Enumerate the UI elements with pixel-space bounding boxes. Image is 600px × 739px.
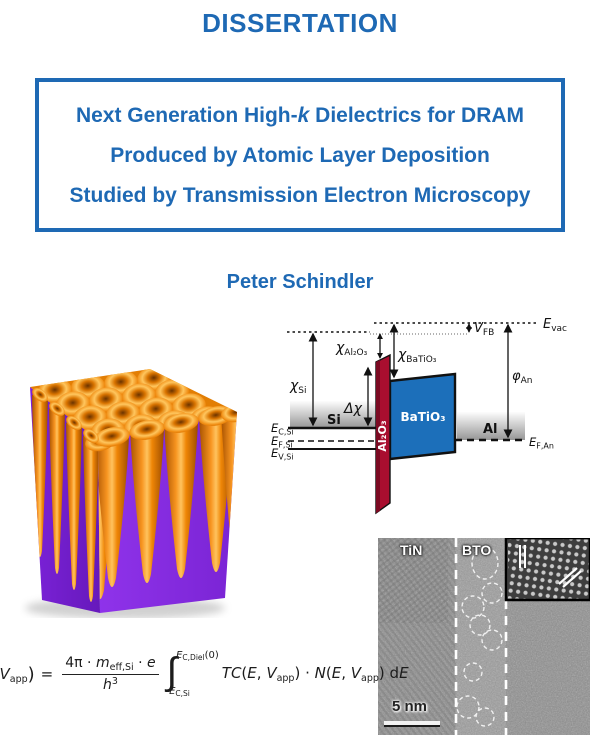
svg-text:EC,Si: EC,Si (271, 421, 294, 437)
scale-bar-label: 5 nm (392, 698, 428, 715)
tem-label-tin: TiN (400, 542, 423, 558)
svg-text:EF,Si: EF,Si (271, 434, 293, 450)
crystallite-markers (456, 546, 503, 727)
svg-text:χAl₂O₃: χAl₂O₃ (335, 340, 368, 358)
title-line-1: Next Generation High-k Dielectrics for D… (75, 103, 525, 127)
svg-text:BaTiO₃: BaTiO₃ (401, 410, 446, 424)
svg-text:EF,An: EF,An (529, 435, 554, 451)
cube-left-face (30, 387, 100, 613)
svg-text:Δχ: Δχ (343, 401, 363, 417)
title-line-2: Produced by Atomic Layer Deposition (110, 143, 490, 167)
doc-type-heading: DISSERTATION (202, 8, 398, 38)
tem-label-bto: BTO (462, 542, 492, 558)
formula-lhs: JFN(Vapp) (0, 663, 35, 685)
svg-text:χBaTiO₃: χBaTiO₃ (397, 347, 437, 365)
title-line-3: Studied by Transmission Electron Microsc… (69, 183, 531, 207)
band-diagram: BaTiO₃ Al₂O₃ Evac VFB χSi χAl₂O₃ χBaTiO₃… (271, 317, 567, 515)
al2o3-barrier-shade (376, 360, 380, 513)
svg-text:φAn: φAn (512, 369, 532, 386)
al-region (457, 412, 525, 440)
svg-text:χSi: χSi (289, 378, 307, 396)
hrtem-inset (504, 538, 590, 602)
svg-text:EV,Si: EV,Si (271, 446, 294, 462)
svg-text:Al: Al (483, 422, 498, 437)
si-region (290, 401, 376, 428)
svg-text:Si: Si (327, 413, 341, 428)
left-face-pillars (32, 395, 99, 602)
svg-text:VFB: VFB (474, 321, 494, 338)
svg-text:Al₂O₃: Al₂O₃ (376, 420, 389, 451)
author-name: Peter Schindler (226, 271, 374, 293)
tem-image: TiN BTO 5 nm (378, 538, 590, 735)
equals-sign: = (40, 665, 54, 683)
formula-fraction: 4π · meff,Si · e h3 (62, 655, 159, 693)
svg-text:Evac: Evac (543, 317, 567, 334)
nanostructure-3d-render (25, 369, 237, 618)
fn-tunneling-formula: JFN(Vapp) = 4π · meff,Si · e h3 ∫ EC,Die… (0, 646, 409, 702)
formula-integrand: TC(E, Vapp) · N(E, Vapp) dE (221, 664, 409, 684)
pillar-caps (32, 387, 237, 452)
formula-integral: ∫ EC,Diel(0) EC,Si (166, 649, 219, 698)
title-box: Next Generation High-k Dielectrics for D… (35, 78, 565, 232)
scale-bar (384, 721, 440, 725)
